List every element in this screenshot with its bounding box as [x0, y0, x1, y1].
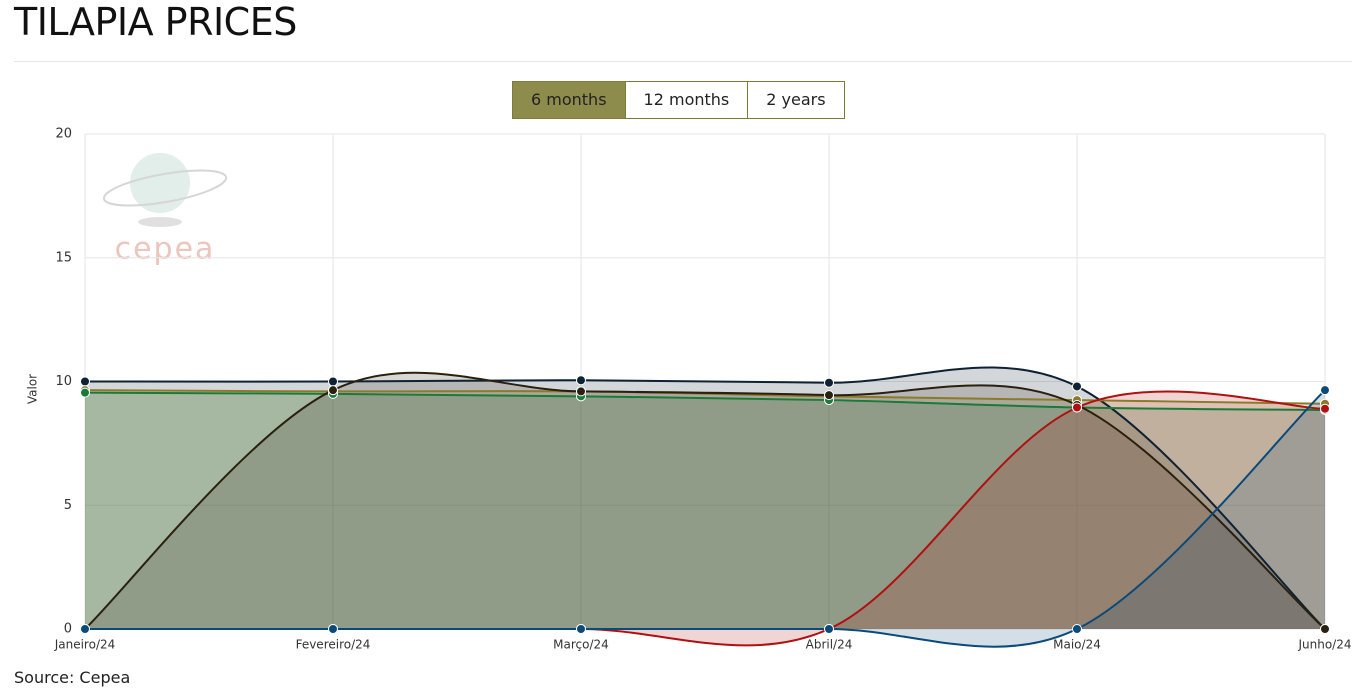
title: TILAPIA PRICES [14, 0, 297, 44]
point [824, 390, 834, 401]
y-tick-label: 5 [64, 498, 72, 513]
point [824, 377, 834, 388]
point [1320, 385, 1330, 396]
point [328, 624, 338, 634]
logo-shadow [138, 217, 182, 227]
point [80, 376, 90, 387]
line [85, 389, 1326, 648]
point [1072, 624, 1082, 634]
logo-orbit [102, 169, 228, 207]
logo: cepea [102, 153, 228, 267]
line [84, 391, 1326, 411]
point [576, 386, 586, 397]
x-tick-label: Junho/24 [1297, 638, 1351, 652]
y-tick-label: 15 [55, 250, 72, 265]
area [85, 390, 1325, 629]
point [1320, 624, 1330, 634]
point [1072, 381, 1082, 392]
logo-globe [130, 153, 190, 213]
point [328, 385, 338, 396]
x-tick-label: Maio/24 [1053, 638, 1101, 652]
range-button[interactable]: 2 years [747, 82, 844, 118]
area [85, 372, 1325, 629]
y-tick-label: 10 [55, 374, 72, 389]
line [84, 366, 1326, 630]
range-button[interactable]: 6 months [513, 82, 625, 118]
point [576, 375, 586, 386]
x-tick-label: Janeiro/24 [54, 638, 116, 652]
point [328, 376, 338, 387]
divider [14, 61, 1352, 62]
point [1320, 403, 1330, 414]
point [80, 624, 90, 634]
area [85, 391, 1325, 646]
point [824, 624, 834, 634]
point [1072, 402, 1082, 413]
range-selector: 6 months 12 months 2 years [512, 81, 845, 119]
y-tick-label: 0 [64, 622, 72, 637]
area [85, 390, 1325, 647]
x-tick-label: Março/24 [553, 638, 609, 652]
x-tick-label: Abril/24 [806, 638, 853, 652]
source: Source: Cepea [14, 668, 131, 687]
line [84, 371, 1326, 630]
x-tick-label: Fevereiro/24 [296, 638, 371, 652]
y-tick-label: 20 [55, 127, 72, 142]
point [80, 387, 90, 398]
range-button[interactable]: 12 months [624, 82, 748, 118]
logo-text: cepea [115, 232, 216, 267]
point [576, 624, 586, 634]
y-axis-label: Valor [26, 374, 40, 404]
area [85, 367, 1325, 629]
